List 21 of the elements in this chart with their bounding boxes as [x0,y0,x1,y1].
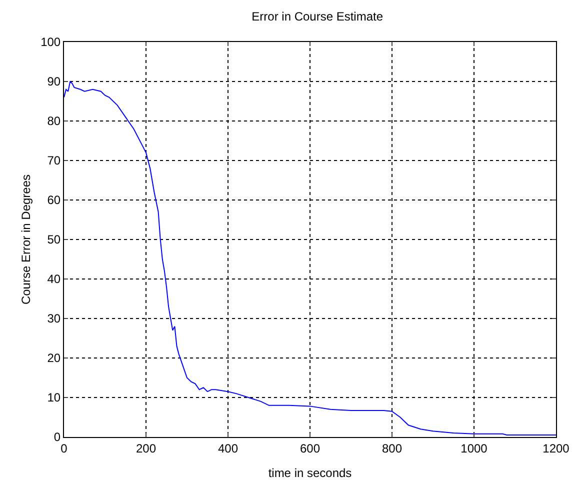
y-axis-title: Course Error in Degrees [19,174,33,305]
y-tick-label: 30 [47,312,61,326]
y-tick-label: 40 [47,272,61,286]
x-axis-title: time in seconds [268,466,352,480]
x-tick-label: 200 [136,441,156,456]
y-tick-label: 70 [47,154,61,168]
x-tick-label: 600 [300,441,320,456]
x-tick-label: 1200 [542,441,570,456]
y-tick-label: 60 [47,193,61,208]
y-tick-label: 90 [47,74,61,89]
y-tick-label: 80 [47,114,61,128]
y-tick-label: 20 [47,351,61,366]
y-tick-label: 10 [47,390,61,405]
x-tick-label: 800 [382,441,402,456]
x-tick-label: 1000 [460,441,488,456]
chart-title: Error in Course Estimate [252,9,384,24]
y-tick-label: 0 [54,430,61,444]
line-series [64,81,556,436]
y-tick-label: 100 [40,35,61,50]
y-tick-label: 50 [47,232,61,247]
x-tick-label: 400 [218,441,238,456]
